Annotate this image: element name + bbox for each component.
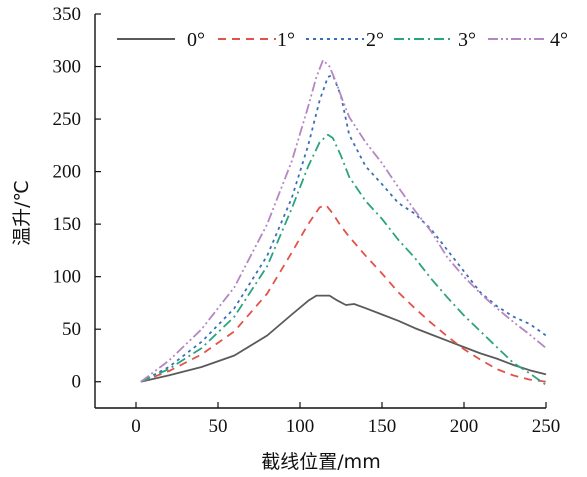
series-layer (140, 59, 547, 386)
legend-label-4: 4° (550, 29, 568, 51)
series-line-0 (140, 294, 547, 383)
x-tick-label: 150 (368, 416, 397, 437)
legend-label-0: 0° (187, 29, 205, 51)
series-line-3 (140, 133, 547, 386)
legend: 0° 1° 2° 3° 4° (117, 29, 568, 51)
x-tick-label: 200 (450, 416, 479, 437)
x-tick-label: 0 (131, 416, 141, 437)
y-tick-label: 100 (53, 267, 82, 288)
x-tick-label: 100 (286, 416, 315, 437)
series-line-4 (140, 59, 547, 383)
y-tick-label: 200 (53, 162, 82, 183)
x-tick-label: 50 (209, 416, 228, 437)
y-axis-title: 温升/℃ (11, 180, 33, 246)
y-tick-label: 150 (53, 214, 82, 235)
y-tick-label: 250 (53, 109, 82, 130)
y-tick-label: 0 (72, 372, 82, 393)
axes: 0 50 100 150 200 250 0 50 100 150 200 250 300 350 (53, 4, 561, 437)
legend-label-3: 3° (458, 29, 476, 51)
y-tick-label: 300 (53, 57, 82, 78)
legend-label-1: 1° (277, 29, 295, 51)
x-axis-title: 截线位置/mm (261, 451, 380, 473)
y-tick-label: 350 (53, 4, 82, 25)
series-line-2 (140, 74, 547, 383)
y-tick-label: 50 (62, 319, 81, 340)
x-tick-label: 250 (532, 416, 561, 437)
legend-label-2: 2° (366, 29, 384, 51)
